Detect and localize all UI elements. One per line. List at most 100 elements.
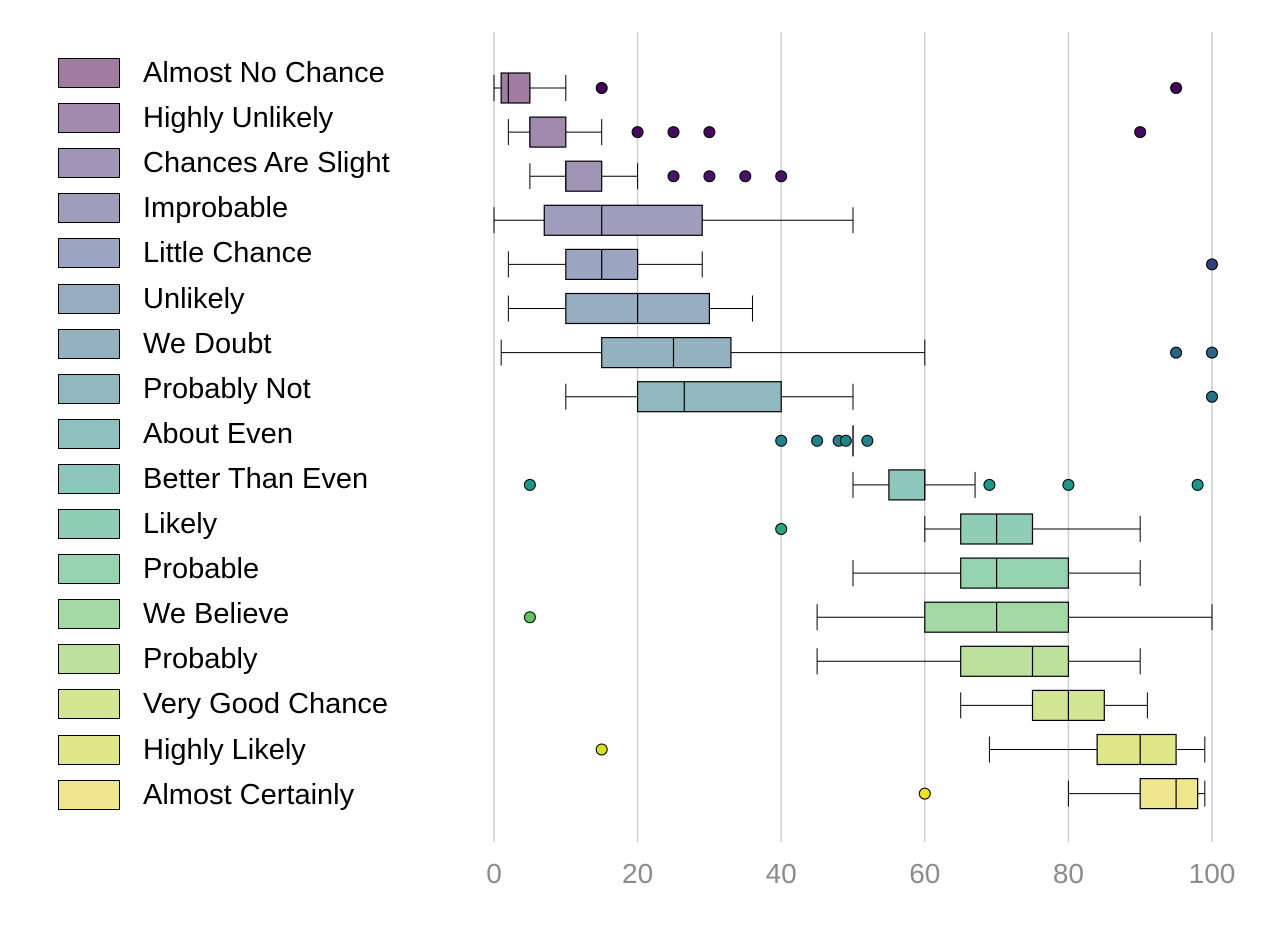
outlier-highly-unlikely-0 (631, 126, 644, 139)
outlier-chances-are-slight-1 (703, 170, 716, 183)
x-tick-label-0: 0 (486, 858, 502, 889)
legend-swatch-about-even (58, 418, 120, 449)
box-better-than-even (888, 469, 926, 501)
outlier-chances-are-slight-3 (775, 170, 788, 183)
x-tick-label-100: 100 (1189, 858, 1236, 889)
outlier-highly-likely-0 (595, 743, 608, 756)
legend-swatch-little-chance (58, 238, 120, 269)
legend-label-better-than-even: Better Than Even (143, 462, 369, 495)
legend-label-little-chance: Little Chance (143, 237, 313, 270)
outlier-about-even-0 (775, 434, 788, 447)
outlier-better-than-even-2 (1062, 478, 1075, 491)
x-tick-label-80: 80 (1053, 858, 1084, 889)
box-row-almost-certainly (918, 777, 1206, 810)
outlier-we-doubt-1 (1206, 346, 1218, 359)
legend-label-probably: Probably (143, 643, 258, 676)
outlier-better-than-even-3 (1191, 478, 1204, 491)
legend-item-chances-are-slight: Chances Are Slight (58, 147, 458, 179)
outlier-probably-not-0 (1206, 390, 1218, 403)
legend-swatch-better-than-even (58, 463, 120, 494)
box-row-highly-unlikely (507, 116, 1147, 148)
outlier-almost-no-chance-0 (595, 82, 608, 94)
legend-label-unlikely: Unlikely (143, 282, 245, 315)
legend-item-about-even: About Even (58, 418, 458, 450)
legend-swatch-chances-are-slight (58, 148, 120, 179)
outlier-we-doubt-0 (1170, 346, 1183, 359)
x-axis-ticks: 0 20 40 60 80 100 (486, 858, 1235, 889)
legend-swatch-almost-certainly (58, 779, 120, 810)
outlier-about-even-4 (861, 434, 874, 447)
legend-swatch-probably-not (58, 373, 120, 404)
box-row-very-good-chance (960, 689, 1148, 722)
legend-label-highly-unlikely: Highly Unlikely (143, 102, 334, 135)
box-row-probable (852, 557, 1141, 589)
legend-item-likely: Likely (58, 508, 458, 540)
outlier-likely-0 (775, 523, 788, 535)
legend-item-very-good-chance: Very Good Chance (58, 688, 458, 720)
box-row-almost-no-chance (493, 72, 1183, 104)
box-almost-no-chance (500, 72, 531, 104)
legend-item-better-than-even: Better Than Even (58, 463, 458, 495)
legend-item-we-believe: We Believe (58, 598, 458, 630)
legend-swatch-almost-no-chance (58, 58, 120, 88)
legend-label-probably-not: Probably Not (143, 372, 311, 405)
legend-item-little-chance: Little Chance (58, 237, 458, 269)
legend-swatch-very-good-chance (58, 689, 120, 720)
x-tick-label-40: 40 (766, 858, 797, 889)
outlier-better-than-even-1 (983, 478, 996, 491)
box-row-we-believe (523, 601, 1213, 633)
box-row-likely (775, 513, 1141, 545)
legend-item-we-doubt: We Doubt (58, 328, 458, 360)
outlier-chances-are-slight-0 (667, 170, 680, 183)
legend-label-highly-likely: Highly Likely (143, 733, 306, 766)
legend-swatch-improbable (58, 193, 120, 224)
legend-swatch-highly-likely (58, 734, 120, 765)
outlier-highly-unlikely-1 (667, 126, 680, 139)
box-row-about-even (775, 425, 874, 457)
box-row-unlikely (507, 292, 753, 325)
legend-swatch-we-doubt (58, 328, 120, 359)
legend-label-probable: Probable (143, 553, 260, 586)
legend-label-very-good-chance: Very Good Chance (143, 688, 389, 721)
legend-item-highly-likely: Highly Likely (58, 734, 458, 766)
box-row-better-than-even (523, 469, 1204, 501)
box-row-chances-are-slight (529, 160, 788, 192)
outlier-almost-no-chance-1 (1170, 82, 1183, 94)
legend-label-likely: Likely (143, 508, 218, 540)
legend-swatch-we-believe (58, 599, 120, 630)
legend-label-we-doubt: We Doubt (143, 327, 272, 360)
outlier-about-even-1 (811, 434, 824, 447)
legend-label-improbable: Improbable (143, 192, 289, 225)
outlier-chances-are-slight-2 (739, 170, 752, 183)
box-row-probably-not (565, 381, 1218, 413)
outlier-better-than-even-0 (523, 478, 536, 491)
legend-label-almost-certainly: Almost Certainly (143, 778, 355, 811)
legend-item-improbable: Improbable (58, 192, 458, 224)
legend-item-highly-unlikely: Highly Unlikely (58, 102, 458, 134)
box-improbable (543, 204, 703, 236)
box-probably (960, 645, 1070, 677)
legend-item-probably-not: Probably Not (58, 373, 458, 405)
legend-item-probably: Probably (58, 643, 458, 675)
legend-label-chances-are-slight: Chances Are Slight (143, 147, 390, 180)
legend-swatch-unlikely (58, 283, 120, 314)
legend-item-unlikely: Unlikely (58, 283, 458, 315)
box-probable (960, 557, 1070, 589)
x-tick-label-20: 20 (622, 858, 653, 889)
box-row-little-chance (507, 248, 1218, 280)
box-row-highly-likely (595, 733, 1206, 766)
boxes (493, 72, 1218, 810)
legend-item-almost-certainly: Almost Certainly (58, 779, 458, 811)
legend-swatch-probable (58, 554, 120, 585)
legend-label-about-even: About Even (143, 417, 293, 450)
x-tick-label-60: 60 (909, 858, 940, 889)
box-almost-certainly (1139, 777, 1199, 810)
legend-swatch-highly-unlikely (58, 103, 120, 134)
outlier-highly-unlikely-3 (1134, 126, 1147, 139)
box-highly-unlikely (529, 116, 567, 148)
legend-swatch-probably (58, 644, 120, 675)
box-highly-likely (1096, 733, 1177, 766)
outlier-almost-certainly-0 (918, 787, 931, 800)
box-row-probably (816, 645, 1141, 677)
